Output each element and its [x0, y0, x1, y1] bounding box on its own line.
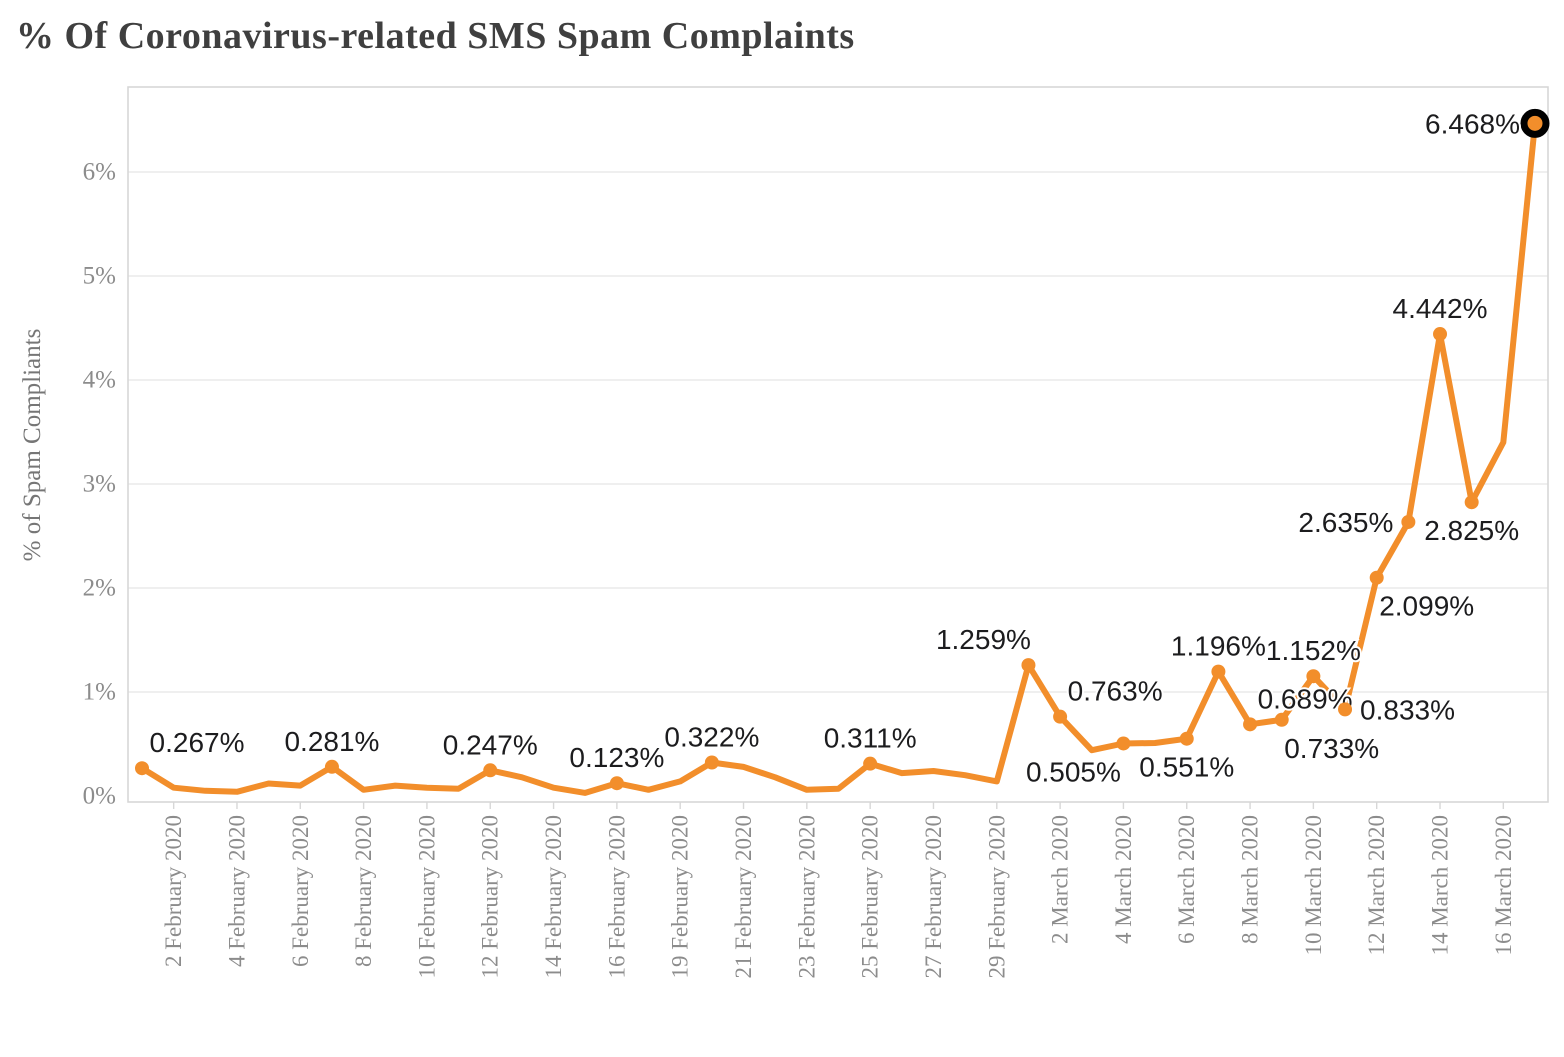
x-tick-label: 14 February 2020	[541, 815, 566, 979]
data-point-marker[interactable]	[324, 759, 339, 774]
data-point-label: 0.689%	[1258, 683, 1353, 714]
data-point-label: 4.442%	[1393, 293, 1488, 324]
data-point-label: 1.259%	[936, 624, 1031, 655]
x-tick-label: 4 March 2020	[1111, 815, 1136, 944]
data-point-marker[interactable]	[1116, 736, 1131, 751]
data-point-marker[interactable]	[1274, 712, 1289, 727]
data-point-marker[interactable]	[1053, 709, 1068, 724]
spam-line-series	[139, 120, 1538, 796]
x-tick-label: 12 March 2020	[1364, 815, 1389, 956]
data-point-label: 6.468%	[1425, 108, 1520, 139]
x-tick-label: 2 March 2020	[1048, 815, 1073, 944]
data-point-label: 0.833%	[1360, 694, 1455, 725]
y-tick-label: 5%	[83, 263, 116, 290]
data-point-label: 2.825%	[1424, 515, 1519, 546]
highlighted-point-marker[interactable]	[1520, 108, 1550, 138]
data-point-marker[interactable]	[1306, 669, 1321, 684]
data-point-label: 0.267%	[150, 727, 245, 758]
x-tick-label: 16 February 2020	[604, 815, 629, 979]
data-point-marker[interactable]	[704, 755, 719, 770]
data-point-label: 0.763%	[1068, 676, 1163, 707]
x-tick-label: 6 March 2020	[1174, 815, 1199, 944]
data-point-marker[interactable]	[483, 763, 498, 778]
x-tick-label: 29 February 2020	[984, 815, 1009, 979]
data-point-marker[interactable]	[863, 756, 878, 771]
x-tick-label: 23 February 2020	[794, 815, 819, 979]
data-point-marker[interactable]	[1433, 327, 1448, 342]
x-tick-label: 10 February 2020	[414, 815, 439, 979]
data-point-label: 2.099%	[1379, 591, 1474, 622]
data-point-label: 0.505%	[1026, 756, 1121, 787]
x-tick-label: 8 March 2020	[1238, 815, 1263, 944]
data-point-marker[interactable]	[1369, 570, 1384, 585]
x-tick-label: 16 March 2020	[1491, 815, 1516, 956]
data-point-marker[interactable]	[1338, 702, 1353, 717]
x-tick-label: 8 February 2020	[351, 815, 376, 967]
data-point-marker[interactable]	[135, 761, 149, 776]
plot-border	[127, 86, 1549, 803]
x-tick-label: 14 March 2020	[1428, 815, 1453, 956]
x-tick-label: 6 February 2020	[288, 815, 313, 967]
x-tick-label: 10 March 2020	[1301, 815, 1326, 956]
x-tick-label: 2 February 2020	[161, 815, 186, 967]
data-point-label: 0.311%	[824, 723, 917, 754]
x-tick-label: 21 February 2020	[731, 815, 756, 979]
data-point-label: 0.281%	[284, 726, 379, 757]
data-point-label: 1.196%	[1171, 631, 1266, 662]
data-point-marker[interactable]	[609, 776, 624, 791]
x-tick-label: 25 February 2020	[858, 815, 883, 979]
y-tick-label: 4%	[83, 367, 116, 394]
data-point-label: 0.551%	[1139, 752, 1234, 783]
data-point-label: 2.635%	[1298, 507, 1393, 538]
y-tick-label: 1%	[83, 679, 116, 706]
data-point-marker[interactable]	[1211, 664, 1226, 679]
data-point-marker[interactable]	[1021, 658, 1036, 673]
x-tick-label: 27 February 2020	[921, 815, 946, 979]
chart-title: % Of Coronavirus-related SMS Spam Compla…	[16, 15, 855, 57]
y-tick-label: 3%	[83, 471, 116, 498]
data-point-label: 0.123%	[569, 742, 664, 773]
data-point-label: 0.247%	[443, 729, 538, 760]
data-point-marker[interactable]	[1243, 717, 1258, 732]
x-tick-label: 4 February 2020	[224, 815, 249, 967]
data-point-label: 1.152%	[1266, 635, 1361, 666]
data-point-marker[interactable]	[1464, 495, 1479, 510]
y-tick-label: 2%	[83, 575, 116, 602]
y-tick-label: 6%	[83, 159, 116, 186]
x-tick-label: 19 February 2020	[668, 815, 693, 979]
data-point-marker[interactable]	[1401, 514, 1416, 529]
data-point-marker[interactable]	[1179, 731, 1194, 746]
y-tick-label: 0%	[83, 783, 116, 810]
x-tick-label: 12 February 2020	[478, 815, 503, 979]
data-point-label: 0.322%	[664, 722, 759, 753]
data-point-label: 0.733%	[1284, 733, 1379, 764]
y-axis-title: % of Spam Compliants	[19, 329, 46, 562]
